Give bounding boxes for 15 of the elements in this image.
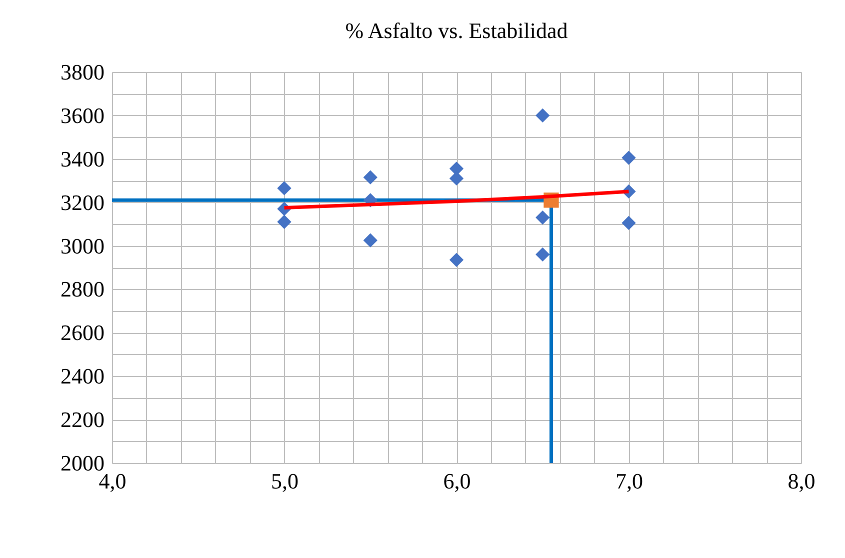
y-tick-label: 3800 <box>60 60 104 84</box>
x-tick-label: 6,0 <box>443 468 471 494</box>
x-tick-label: 8,0 <box>788 468 816 494</box>
y-tick-label: 3400 <box>60 146 104 172</box>
x-tick-label: 7,0 <box>616 468 643 494</box>
y-tick-label: 3000 <box>60 233 104 258</box>
y-tick-label: 2000 <box>60 450 104 476</box>
chart-title: % Asfalto vs. Estabilidad <box>345 18 568 43</box>
y-tick-label: 3600 <box>60 102 104 128</box>
y-tick-label: 2600 <box>60 320 104 346</box>
y-tick-label: 2400 <box>60 364 104 389</box>
y-tick-label: 2800 <box>60 276 104 302</box>
y-tick-label: 3200 <box>60 190 104 215</box>
y-tick-label: 2200 <box>60 407 104 432</box>
x-tick-label: 5,0 <box>271 468 298 494</box>
